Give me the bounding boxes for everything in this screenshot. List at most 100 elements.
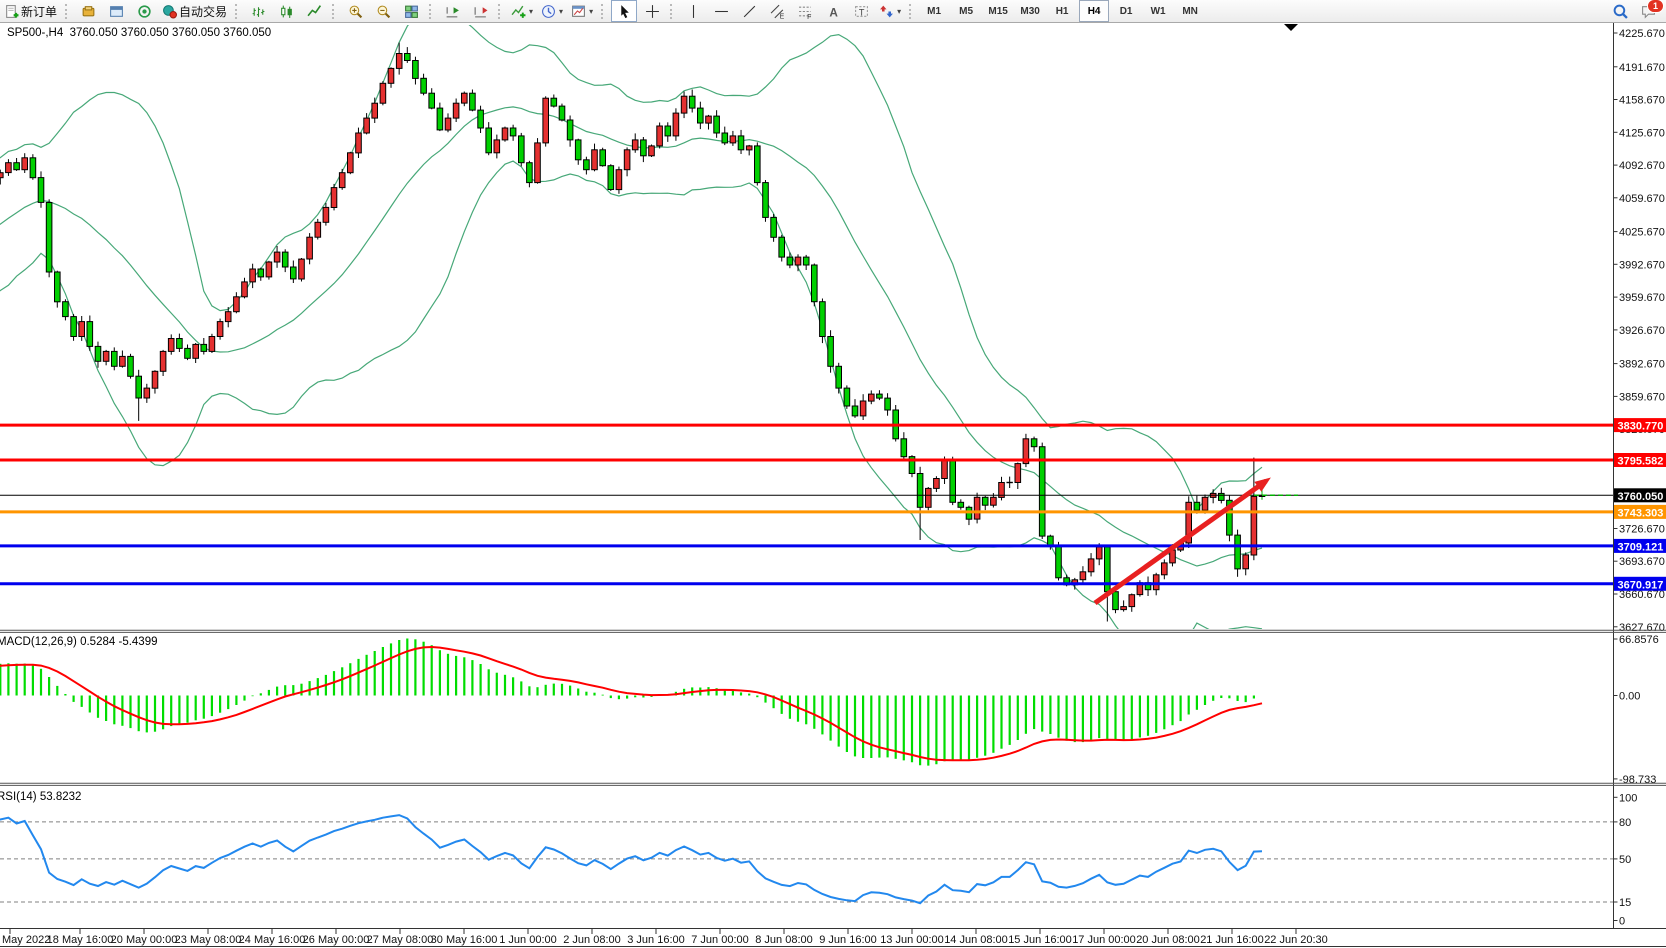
- svg-text:66.8576: 66.8576: [1619, 634, 1659, 646]
- timeframe-M5[interactable]: M5: [959, 5, 974, 17]
- toolbar-button-line-chart-mode[interactable]: [301, 0, 327, 22]
- text-a-icon: A: [829, 6, 838, 19]
- svg-text:26 May 00:00: 26 May 00:00: [303, 934, 370, 946]
- rsi-panel[interactable]: [0, 814, 1613, 905]
- macd-value: 0.5284: [80, 636, 116, 648]
- svg-text:4125.670: 4125.670: [1619, 127, 1665, 139]
- toolbar-group-zoom: [341, 0, 425, 22]
- autotrade-icon: [163, 4, 178, 18]
- macd-panel[interactable]: [0, 638, 1263, 766]
- svg-text:23 May 08:00: 23 May 08:00: [175, 934, 242, 946]
- toolbar-button-candlestick-mode[interactable]: [273, 0, 299, 22]
- svg-text:9 Jun 16:00: 9 Jun 16:00: [819, 934, 877, 946]
- svg-text:4092.670: 4092.670: [1619, 160, 1665, 172]
- chevron-down-icon: ▾: [529, 6, 534, 16]
- timeframe-M15[interactable]: M15: [988, 5, 1008, 17]
- shift-icon: [474, 6, 487, 17]
- timeframe-H4[interactable]: H4: [1079, 0, 1110, 22]
- channel-icon: E: [770, 4, 784, 19]
- toolbar-button-fibonacci-tool[interactable]: F: [792, 0, 818, 22]
- svg-text:May 2022: May 2022: [2, 934, 50, 946]
- svg-text:7 Jun 00:00: 7 Jun 00:00: [691, 934, 749, 946]
- linechart-icon: [306, 4, 321, 16]
- svg-text:3760.050: 3760.050: [1618, 491, 1664, 503]
- bollinger-lower-band: [0, 160, 1263, 629]
- toolbar-button-chart-shift[interactable]: [467, 0, 493, 22]
- radar-icon: [137, 4, 151, 18]
- candles-icon: [280, 5, 292, 18]
- label-t-icon: T: [854, 5, 868, 17]
- template-icon: [572, 5, 585, 17]
- bars-icon: [252, 6, 264, 17]
- toolbar-button-equidistant-channel-tool[interactable]: E: [764, 0, 790, 22]
- toolbar-button-vertical-line-tool[interactable]: [680, 0, 706, 22]
- toolbar-button-text-label-tool[interactable]: T: [848, 0, 874, 22]
- svg-text:1 Jun 00:00: 1 Jun 00:00: [499, 934, 557, 946]
- toolbar-button-notifications[interactable]: 1: [1635, 0, 1664, 22]
- ohlc-high: 3760.050: [120, 27, 169, 39]
- bollinger-bands: [0, 25, 1263, 629]
- toolbar-button-tile-windows[interactable]: [398, 0, 424, 22]
- svg-text:E: E: [779, 13, 784, 19]
- toolbar: 新订单 自动交易 ▾ ▾ ▾ E F A T ▾ M1 M5 M15 M30 H1 H4 D1 W1 MN 1: [0, 0, 1666, 23]
- toolbar-group-chart-types: [244, 0, 328, 22]
- svg-text:4025.670: 4025.670: [1619, 227, 1665, 239]
- svg-text:T: T: [858, 7, 864, 17]
- svg-text:13 Jun 00:00: 13 Jun 00:00: [880, 934, 944, 946]
- toolbar-button-text-tool[interactable]: A: [820, 0, 846, 22]
- toolbar-button-crosshair[interactable]: [639, 0, 665, 22]
- svg-text:4158.670: 4158.670: [1619, 95, 1665, 107]
- toolbar-button-bar-chart-mode[interactable]: [245, 0, 271, 22]
- toolbar-button-periods[interactable]: ▾: [538, 0, 566, 22]
- toolbar-button-new-order[interactable]: 新订单: [1, 0, 60, 22]
- chevron-down-icon: ▾: [589, 6, 594, 16]
- cursor-icon: [620, 4, 629, 18]
- toolbar-button-zoom-in[interactable]: [342, 0, 368, 22]
- trend-arrow[interactable]: [1093, 477, 1271, 606]
- timeframe-W1[interactable]: W1: [1150, 5, 1166, 17]
- fibo-icon: F: [798, 6, 811, 19]
- timeframe-MN[interactable]: MN: [1182, 5, 1198, 17]
- macd-label: MACD(12,26,9) 0.5284 -5.4399: [0, 636, 158, 648]
- toolbar-button-indicators[interactable]: ▾: [508, 0, 536, 22]
- timeframe-M30[interactable]: M30: [1020, 5, 1040, 17]
- toolbar-button-market-watch[interactable]: [75, 0, 101, 22]
- toolbar-button-auto-trading[interactable]: 自动交易: [159, 0, 230, 22]
- chart-title: SP500-,H4 3760.050 3760.050 3760.050 376…: [7, 27, 271, 39]
- blue-window-icon: [109, 5, 123, 17]
- svg-text:3743.303: 3743.303: [1618, 507, 1664, 519]
- trend-icon: [743, 5, 755, 17]
- svg-text:15: 15: [1619, 897, 1631, 909]
- clock-icon: [542, 4, 555, 18]
- svg-text:3830.770: 3830.770: [1618, 421, 1664, 433]
- svg-text:4225.670: 4225.670: [1619, 28, 1665, 40]
- toolbar-button-auto-scroll[interactable]: [439, 0, 465, 22]
- rsi-value: 53.8232: [39, 791, 82, 803]
- toolbar-button-trendline-tool[interactable]: [736, 0, 762, 22]
- toolbar-button-search[interactable]: [1607, 0, 1633, 22]
- toolbar-button-templates[interactable]: ▾: [568, 0, 596, 22]
- toolbar-button-strategy-navigator[interactable]: [131, 0, 157, 22]
- horizontal-levels[interactable]: [0, 423, 1613, 586]
- timeframe-D1[interactable]: D1: [1119, 5, 1133, 17]
- main-chart-plot[interactable]: [0, 7, 1613, 655]
- macd-signal-value: -5.4399: [118, 636, 158, 648]
- toolbar-separator: [498, 3, 505, 19]
- doc-plus-icon: [6, 4, 19, 18]
- bollinger-middle-band: [0, 106, 1263, 567]
- toolbar-button-horizontal-line-tool[interactable]: [708, 0, 734, 22]
- timeframe-H1[interactable]: H1: [1055, 5, 1069, 17]
- candles-layer: [0, 42, 1266, 622]
- svg-text:A: A: [829, 6, 838, 19]
- toolbar-button-arrows-tool[interactable]: ▾: [876, 0, 904, 22]
- toolbar-button-zoom-out[interactable]: [370, 0, 396, 22]
- timeframe-M1[interactable]: M1: [927, 5, 942, 17]
- svg-text:3959.670: 3959.670: [1619, 292, 1665, 304]
- toolbar-button-cursor[interactable]: [611, 0, 638, 22]
- toolbar-button-data-window[interactable]: [103, 0, 129, 22]
- toolbar-separator: [909, 3, 916, 19]
- gold-box-icon: [82, 5, 94, 16]
